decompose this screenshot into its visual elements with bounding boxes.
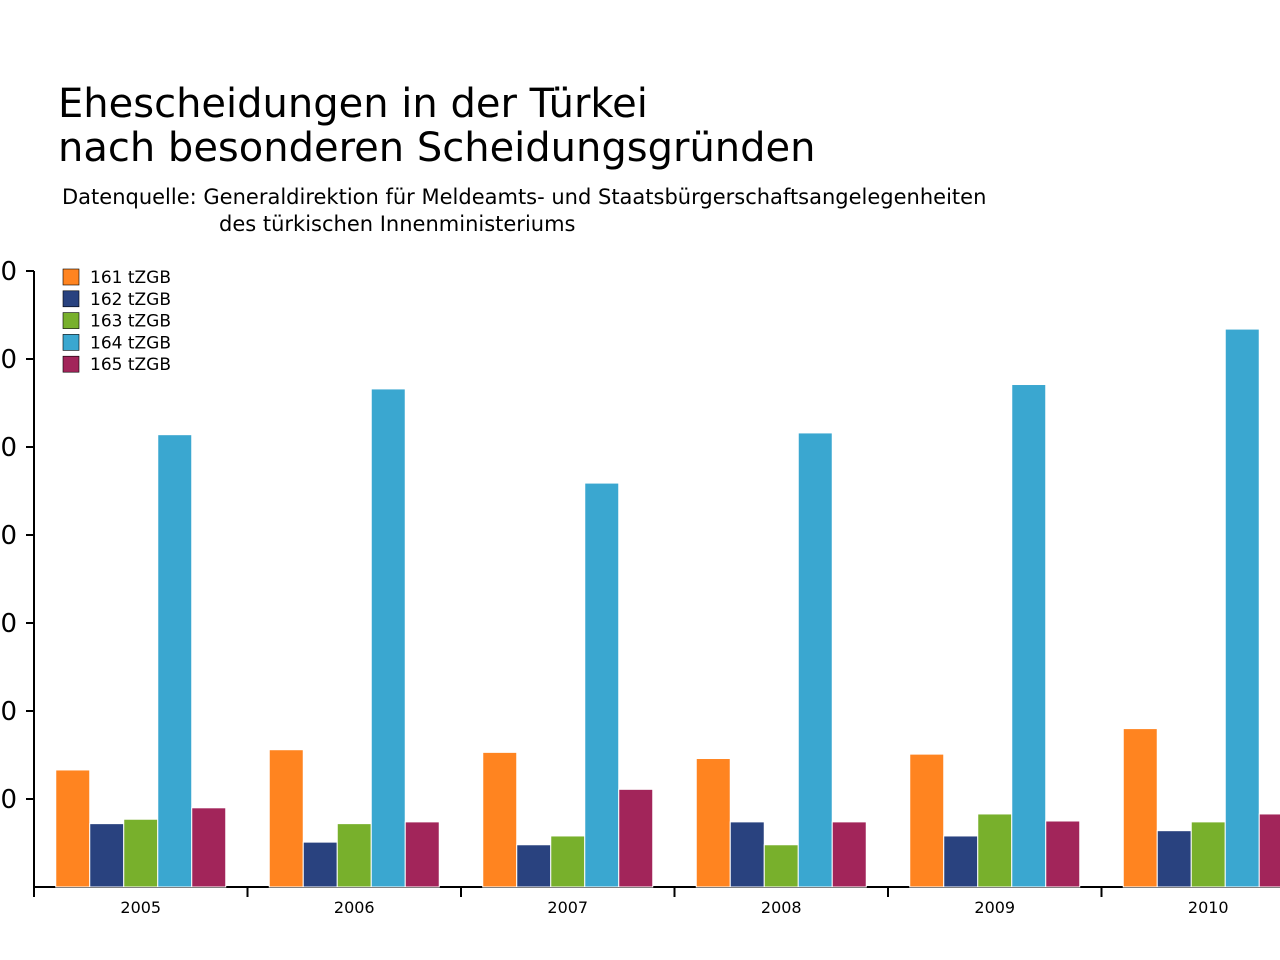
chart-subtitle: Datenquelle: Generaldirektion für Meldea…	[62, 185, 986, 209]
bar	[763, 844, 799, 888]
bar	[302, 841, 338, 888]
chart-subtitle: des türkischen Innenministeriums	[219, 212, 576, 236]
bar	[695, 758, 731, 888]
bar	[89, 823, 125, 888]
chart-title: nach besonderen Scheidungsgründen	[58, 125, 816, 171]
bar	[1224, 328, 1260, 888]
bar	[1011, 384, 1047, 888]
y-tick-label: 3000	[0, 609, 17, 639]
y-tick-label: 7000	[0, 257, 17, 287]
bar	[1122, 728, 1158, 888]
bar	[268, 749, 304, 888]
legend-label: 163 tZGB	[90, 312, 171, 332]
x-tick-label: 2010	[1188, 898, 1229, 917]
bar	[618, 788, 654, 888]
y-tick-label: 4000	[0, 521, 17, 551]
legend-label: 162 tZGB	[90, 290, 171, 310]
bar	[516, 844, 552, 888]
bar	[584, 482, 620, 888]
bar	[1156, 830, 1192, 888]
chart-title: Ehescheidungen in der Türkei	[58, 81, 648, 127]
y-tick-label: 6000	[0, 345, 17, 375]
legend-swatch	[62, 355, 80, 373]
bar	[370, 388, 406, 888]
legend-label: 161 tZGB	[90, 268, 171, 288]
bar	[1190, 821, 1226, 888]
bar	[977, 813, 1013, 888]
legend-swatch	[62, 334, 80, 351]
bar	[797, 432, 833, 888]
bar	[831, 821, 867, 888]
bar	[729, 821, 765, 888]
bar	[550, 835, 586, 888]
legend-swatch	[62, 268, 80, 286]
bar	[482, 751, 518, 888]
x-tick-label: 2006	[334, 898, 375, 917]
bar	[943, 835, 979, 888]
bar	[191, 807, 227, 888]
legend-swatch	[62, 290, 80, 308]
y-tick-label: 1000	[0, 785, 17, 815]
x-tick-label: 2007	[547, 898, 588, 917]
bar	[1045, 820, 1081, 888]
y-tick-label: 2000	[0, 697, 17, 727]
bar	[909, 753, 945, 888]
bar	[55, 769, 91, 888]
legend-label: 164 tZGB	[90, 333, 171, 353]
legend-label: 165 tZGB	[90, 355, 171, 375]
x-tick-label: 2008	[761, 898, 802, 917]
x-tick-label: 2005	[120, 898, 161, 917]
bar	[1258, 813, 1280, 888]
legend-swatch	[62, 312, 80, 329]
x-tick-label: 2009	[974, 898, 1015, 917]
bar	[336, 823, 372, 888]
y-tick-label: 5000	[0, 433, 17, 463]
bar	[123, 818, 159, 888]
bar	[404, 821, 440, 888]
bar	[157, 434, 193, 888]
